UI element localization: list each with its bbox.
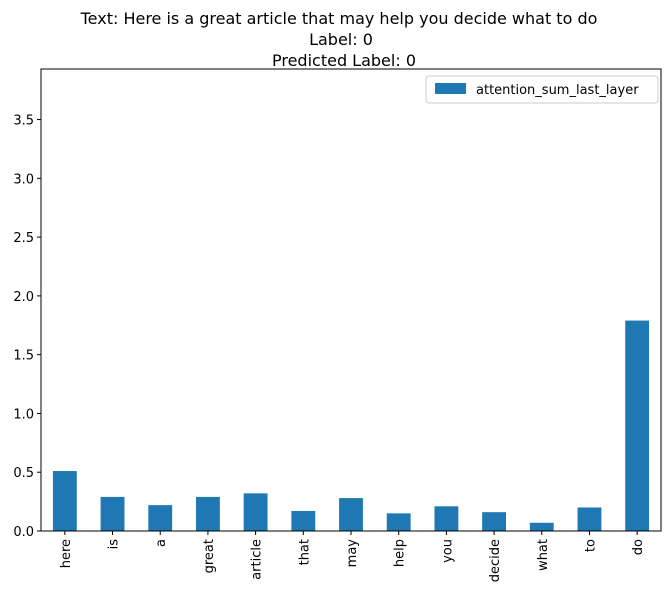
- legend-box: [425, 75, 659, 104]
- chart-title-line-3: Predicted Label: 0: [272, 51, 416, 70]
- legend-label: attention_sum_last_layer: [476, 83, 639, 98]
- x-tick-label-you: you: [440, 539, 455, 563]
- bar-article: [243, 493, 268, 531]
- y-tick-label: 0.0: [13, 525, 34, 540]
- bar-that: [291, 511, 316, 531]
- bar-to: [577, 507, 602, 531]
- bar-a: [148, 505, 173, 531]
- y-tick-label: 1.5: [13, 349, 34, 364]
- x-axis: here is a great article that may help you decide w…: [59, 531, 646, 582]
- x-tick-label-may: may: [345, 539, 360, 568]
- chart-title: Text: Here is a great article that may h…: [80, 9, 598, 70]
- bar-help: [386, 513, 411, 531]
- chart-title-line-2: Label: 0: [309, 30, 373, 49]
- plot-frame: [40, 68, 662, 532]
- y-tick-label: 1.0: [13, 407, 34, 422]
- x-tick-label-what: what: [536, 539, 551, 571]
- y-tick-label: 2.5: [13, 231, 34, 246]
- y-tick-label: 0.5: [13, 466, 34, 481]
- x-tick-label-article: article: [250, 539, 265, 580]
- bar-here: [52, 471, 77, 531]
- x-tick-label-decide: decide: [488, 539, 503, 582]
- x-tick-label-do: do: [631, 539, 646, 555]
- legend-swatch: [435, 83, 466, 94]
- legend: attention_sum_last_layer: [425, 75, 659, 104]
- bar-may: [339, 498, 363, 531]
- bar-decide: [482, 512, 506, 531]
- y-axis: 0.0 0.5 1.0 1.5 2.0 2.5 3.0 3.5: [13, 114, 41, 540]
- x-tick-label-great: great: [202, 539, 217, 573]
- x-tick-label-a: a: [154, 539, 169, 547]
- x-tick-label-is: is: [107, 539, 122, 550]
- x-tick-label-to: to: [583, 539, 598, 552]
- bar-great: [196, 496, 220, 531]
- bar-you: [434, 506, 459, 531]
- chart-title-line-1: Text: Here is a great article that may h…: [80, 9, 598, 28]
- y-tick-label: 3.0: [13, 172, 34, 187]
- bar-is: [100, 496, 125, 531]
- x-tick-label-help: help: [393, 539, 408, 567]
- bar-do: [625, 320, 650, 531]
- y-tick-label: 3.5: [13, 114, 34, 129]
- x-tick-label-here: here: [59, 539, 74, 568]
- bar-series: [52, 320, 650, 531]
- x-tick-label-that: that: [297, 539, 312, 565]
- bar-what: [529, 522, 554, 531]
- y-tick-label: 2.0: [13, 290, 34, 305]
